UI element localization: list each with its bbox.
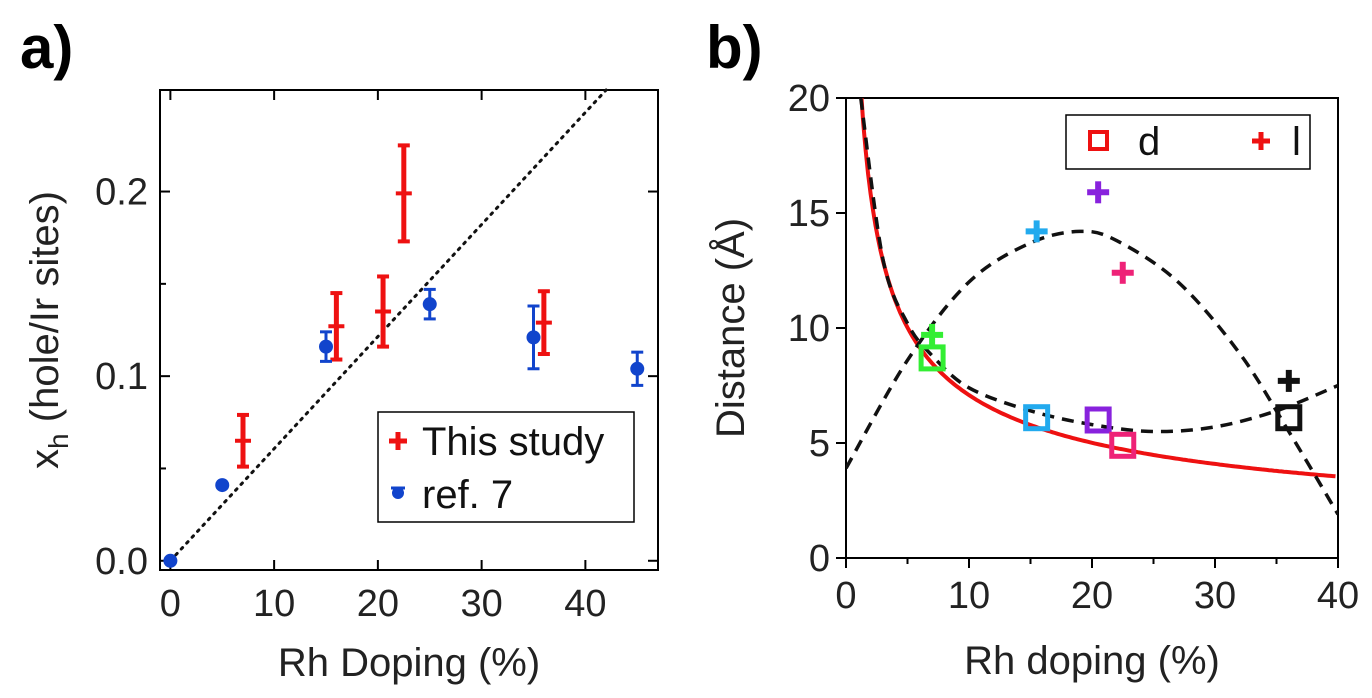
legend-ref7-marker	[391, 486, 405, 499]
l-point-marker	[1087, 181, 1110, 204]
legend-this-study-label: This study	[422, 420, 604, 464]
panel-b-x-tick-label: 0	[835, 575, 856, 617]
l-point-marker	[1277, 369, 1300, 392]
legend-ref7-label: ref. 7	[422, 473, 513, 517]
panel-a-x-axis-title: Rh Doping (%)	[278, 641, 540, 685]
panel-a-y-title-sub: h	[43, 433, 74, 449]
panel-a-y-title-main: x	[23, 449, 67, 469]
panel-b-chart: b) 0 10 20 30 40 0 5 10 15 20 Rh doping (%) Dista…	[706, 14, 1359, 683]
panel-b-x-axis-title: Rh doping (%)	[964, 639, 1220, 683]
ref7-point	[526, 304, 541, 371]
ref7-marker	[630, 361, 645, 376]
ref7-marker	[163, 553, 178, 568]
panel-a-y-tick-label: 0.2	[95, 172, 148, 214]
legend-d-label: d	[1138, 120, 1160, 164]
panel-b-legend: d l	[1065, 114, 1311, 170]
panel-b-x-tick-label: 20	[1071, 575, 1113, 617]
panel-b-y-tick-label: 15	[788, 193, 830, 235]
panel-b-y-tick-label: 0	[809, 538, 830, 580]
panel-b-x-tick-label: 30	[1194, 575, 1236, 617]
panel-b-y-tick-label: 20	[788, 78, 830, 120]
ref7-point	[630, 350, 645, 387]
ref7-marker	[215, 478, 230, 493]
this-study-marker	[375, 303, 392, 320]
ref7-marker	[526, 330, 541, 345]
panel-a-series-ref7	[163, 287, 645, 568]
panel-b-ticks: 0 10 20 30 40 0 5 10 15 20	[788, 78, 1359, 617]
l-point-marker	[1025, 220, 1048, 243]
panel-a-x-tick-label: 10	[253, 583, 295, 625]
ref7-point	[422, 287, 437, 321]
panel-b-label: b)	[706, 14, 763, 81]
this-study-marker	[328, 318, 345, 335]
panel-a-ticks: 0 10 20 30 40 0.0 0.1 0.2	[95, 90, 658, 625]
panel-a-x-tick-label: 30	[460, 583, 502, 625]
legend-d-marker	[1088, 130, 1109, 151]
ref7-marker	[319, 339, 333, 354]
d-point-marker	[1084, 406, 1112, 434]
legend-l-label: l	[1292, 120, 1301, 164]
panel-a-x-tick-label: 40	[564, 583, 606, 625]
panel-a-chart: a) 0 10 20 30 40 0.0 0.1 0.2 Rh Doping (%) xh (…	[20, 14, 659, 685]
this-study-marker	[395, 185, 412, 202]
panel-a-legend: This study ref. 7	[377, 411, 635, 523]
this-study-point	[535, 289, 552, 356]
d-point-marker	[1023, 404, 1051, 432]
l-point-marker	[921, 323, 944, 346]
panel-a-series-this-study	[235, 143, 552, 469]
l-point-marker	[1111, 261, 1134, 284]
this-study-point	[395, 143, 412, 244]
panel-a-legend-box	[377, 411, 635, 523]
legend-this-study-marker	[389, 432, 407, 450]
panel-a-plot-frame	[159, 89, 659, 571]
panel-a-reference-line	[168, 88, 608, 563]
ref7-point	[163, 553, 178, 568]
panel-a-label: a)	[20, 14, 73, 81]
panel-a-y-title-rest: (hole/Ir sites)	[23, 191, 67, 433]
d-point-marker	[1109, 431, 1137, 459]
panel-a-y-tick-label: 0.0	[95, 541, 148, 583]
this-study-point	[235, 412, 251, 469]
panel-b-x-tick-label: 10	[948, 575, 990, 617]
d-dashed-fit-curve	[859, 98, 1338, 434]
panel-b-x-tick-label: 40	[1317, 575, 1359, 617]
panel-b-fit-curves	[846, 98, 1338, 516]
d-point-marker	[918, 344, 946, 372]
panel-b-legend-box	[1065, 114, 1311, 170]
this-study-point	[328, 291, 345, 362]
this-study-marker	[535, 314, 552, 331]
ref7-point	[319, 330, 333, 363]
legend-l-marker	[1252, 132, 1270, 150]
d-fit-curve	[859, 98, 1336, 479]
panel-a-x-tick-label: 0	[160, 583, 181, 625]
d-point-marker	[1275, 404, 1303, 432]
panel-a-x-tick-label: 20	[357, 583, 399, 625]
ref7-marker	[422, 297, 437, 312]
panel-b-y-tick-label: 10	[788, 308, 830, 350]
panel-b-y-axis-title: Distance (Å)	[708, 218, 753, 438]
panel-a-y-tick-label: 0.1	[95, 356, 148, 398]
this-study-point	[375, 274, 392, 349]
l-dashed-fit-curve	[846, 229, 1338, 516]
panel-a-y-axis-title: xh (hole/Ir sites)	[23, 191, 74, 469]
panel-b-points	[918, 181, 1303, 459]
panel-b-y-tick-label: 5	[809, 423, 830, 465]
this-study-marker	[235, 432, 251, 449]
ref7-point	[215, 478, 230, 493]
